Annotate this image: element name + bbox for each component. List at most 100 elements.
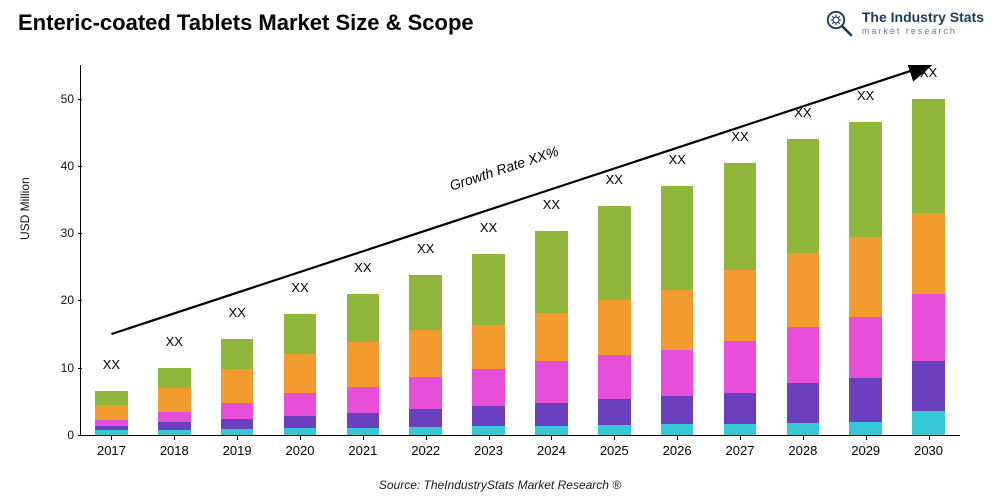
bar-segment [787, 383, 820, 423]
bar-segment [787, 327, 820, 382]
bar-segment [849, 378, 882, 422]
bar-segment [661, 290, 694, 349]
logo-text: The Industry Stats market research [862, 10, 984, 36]
bar-segment [598, 425, 631, 435]
bar-segment [284, 393, 317, 416]
bar-segment [724, 270, 757, 341]
bars: XXXXXXXXXXXXXXXXXXXXXXXXXXXX [80, 65, 960, 435]
bar-value-label: XX [912, 65, 945, 80]
bar-segment [912, 411, 945, 435]
bar-segment [724, 163, 757, 271]
x-tick-mark [803, 435, 804, 440]
bar-segment [661, 350, 694, 396]
logo-line2: market research [862, 27, 984, 36]
x-tick-label: 2017 [97, 443, 126, 458]
x-tick-label: 2026 [663, 443, 692, 458]
bar-value-label: XX [472, 220, 505, 235]
plot-area: XXXXXXXXXXXXXXXXXXXXXXXXXXXX Growth Rate… [80, 65, 960, 435]
x-tick-mark [489, 435, 490, 440]
logo-line1: The Industry Stats [862, 10, 984, 24]
x-tick-mark [363, 435, 364, 440]
x-tick-mark [929, 435, 930, 440]
bar-segment [95, 426, 128, 431]
x-tick-mark [551, 435, 552, 440]
bar-segment [598, 206, 631, 300]
bar-segment [409, 275, 442, 330]
bar-segment [661, 424, 694, 435]
y-tick-label: 10 [61, 361, 74, 375]
x-tick-label: 2020 [286, 443, 315, 458]
y-tick-label: 20 [61, 293, 74, 307]
bar-segment [472, 325, 505, 369]
x-tick-label: 2027 [726, 443, 755, 458]
bar-segment [221, 339, 254, 369]
y-tick-label: 40 [61, 159, 74, 173]
bar-segment [912, 213, 945, 294]
source-caption: Source: TheIndustryStats Market Research… [0, 478, 1000, 492]
bar-segment [724, 393, 757, 423]
bar-segment [787, 253, 820, 327]
bar-value-label: XX [409, 241, 442, 256]
bar-segment [284, 314, 317, 354]
chart-container: Enteric-coated Tablets Market Size & Sco… [0, 0, 1000, 500]
bar-segment [95, 420, 128, 425]
bar-segment [347, 294, 380, 342]
bar-segment [409, 427, 442, 435]
bar-segment [472, 254, 505, 325]
x-tick-mark [174, 435, 175, 440]
bar-segment [849, 317, 882, 378]
x-tick-label: 2028 [788, 443, 817, 458]
chart-title: Enteric-coated Tablets Market Size & Sco… [18, 10, 474, 36]
bar-value-label: XX [158, 334, 191, 349]
bar-segment [849, 422, 882, 435]
x-tick-mark [677, 435, 678, 440]
bar-value-label: XX [724, 129, 757, 144]
y-ticks: 01020304050 [50, 65, 78, 435]
y-axis-label: USD Million [18, 177, 32, 240]
bar-segment [284, 354, 317, 393]
bar-value-label: XX [661, 152, 694, 167]
x-tick-label: 2019 [223, 443, 252, 458]
bar-segment [787, 423, 820, 435]
bar-segment [598, 355, 631, 399]
bar-segment [158, 422, 191, 430]
x-tick-mark [614, 435, 615, 440]
x-tick-label: 2021 [348, 443, 377, 458]
bar-segment [535, 313, 568, 361]
x-tick-mark [866, 435, 867, 440]
x-tick-mark [237, 435, 238, 440]
brand-logo: The Industry Stats market research [824, 8, 984, 38]
bar-segment [409, 377, 442, 409]
bar-segment [284, 428, 317, 435]
bar-segment [158, 388, 191, 412]
bar-segment [535, 403, 568, 426]
bar-segment [158, 412, 191, 421]
bar-segment [661, 396, 694, 424]
bar-segment [912, 361, 945, 411]
bar-segment [221, 419, 254, 429]
bar-segment [849, 237, 882, 318]
bar-segment [849, 122, 882, 236]
x-tick-label: 2022 [411, 443, 440, 458]
y-tick-label: 30 [61, 226, 74, 240]
bar-value-label: XX [221, 305, 254, 320]
bar-segment [409, 409, 442, 426]
y-tick-label: 50 [61, 92, 74, 106]
bar-segment [661, 186, 694, 290]
x-tick-mark [426, 435, 427, 440]
bar-segment [912, 99, 945, 213]
y-tick-label: 0 [67, 428, 74, 442]
bar-segment [221, 403, 254, 418]
bar-segment [724, 424, 757, 435]
x-tick-label: 2024 [537, 443, 566, 458]
bar-segment [284, 416, 317, 428]
bar-value-label: XX [347, 260, 380, 275]
bar-segment [535, 231, 568, 313]
x-tick-label: 2025 [600, 443, 629, 458]
x-tick-mark [111, 435, 112, 440]
bar-segment [409, 330, 442, 377]
x-tick-mark [300, 435, 301, 440]
x-axis-line [80, 435, 960, 436]
x-tick-label: 2018 [160, 443, 189, 458]
x-tick-label: 2029 [851, 443, 880, 458]
